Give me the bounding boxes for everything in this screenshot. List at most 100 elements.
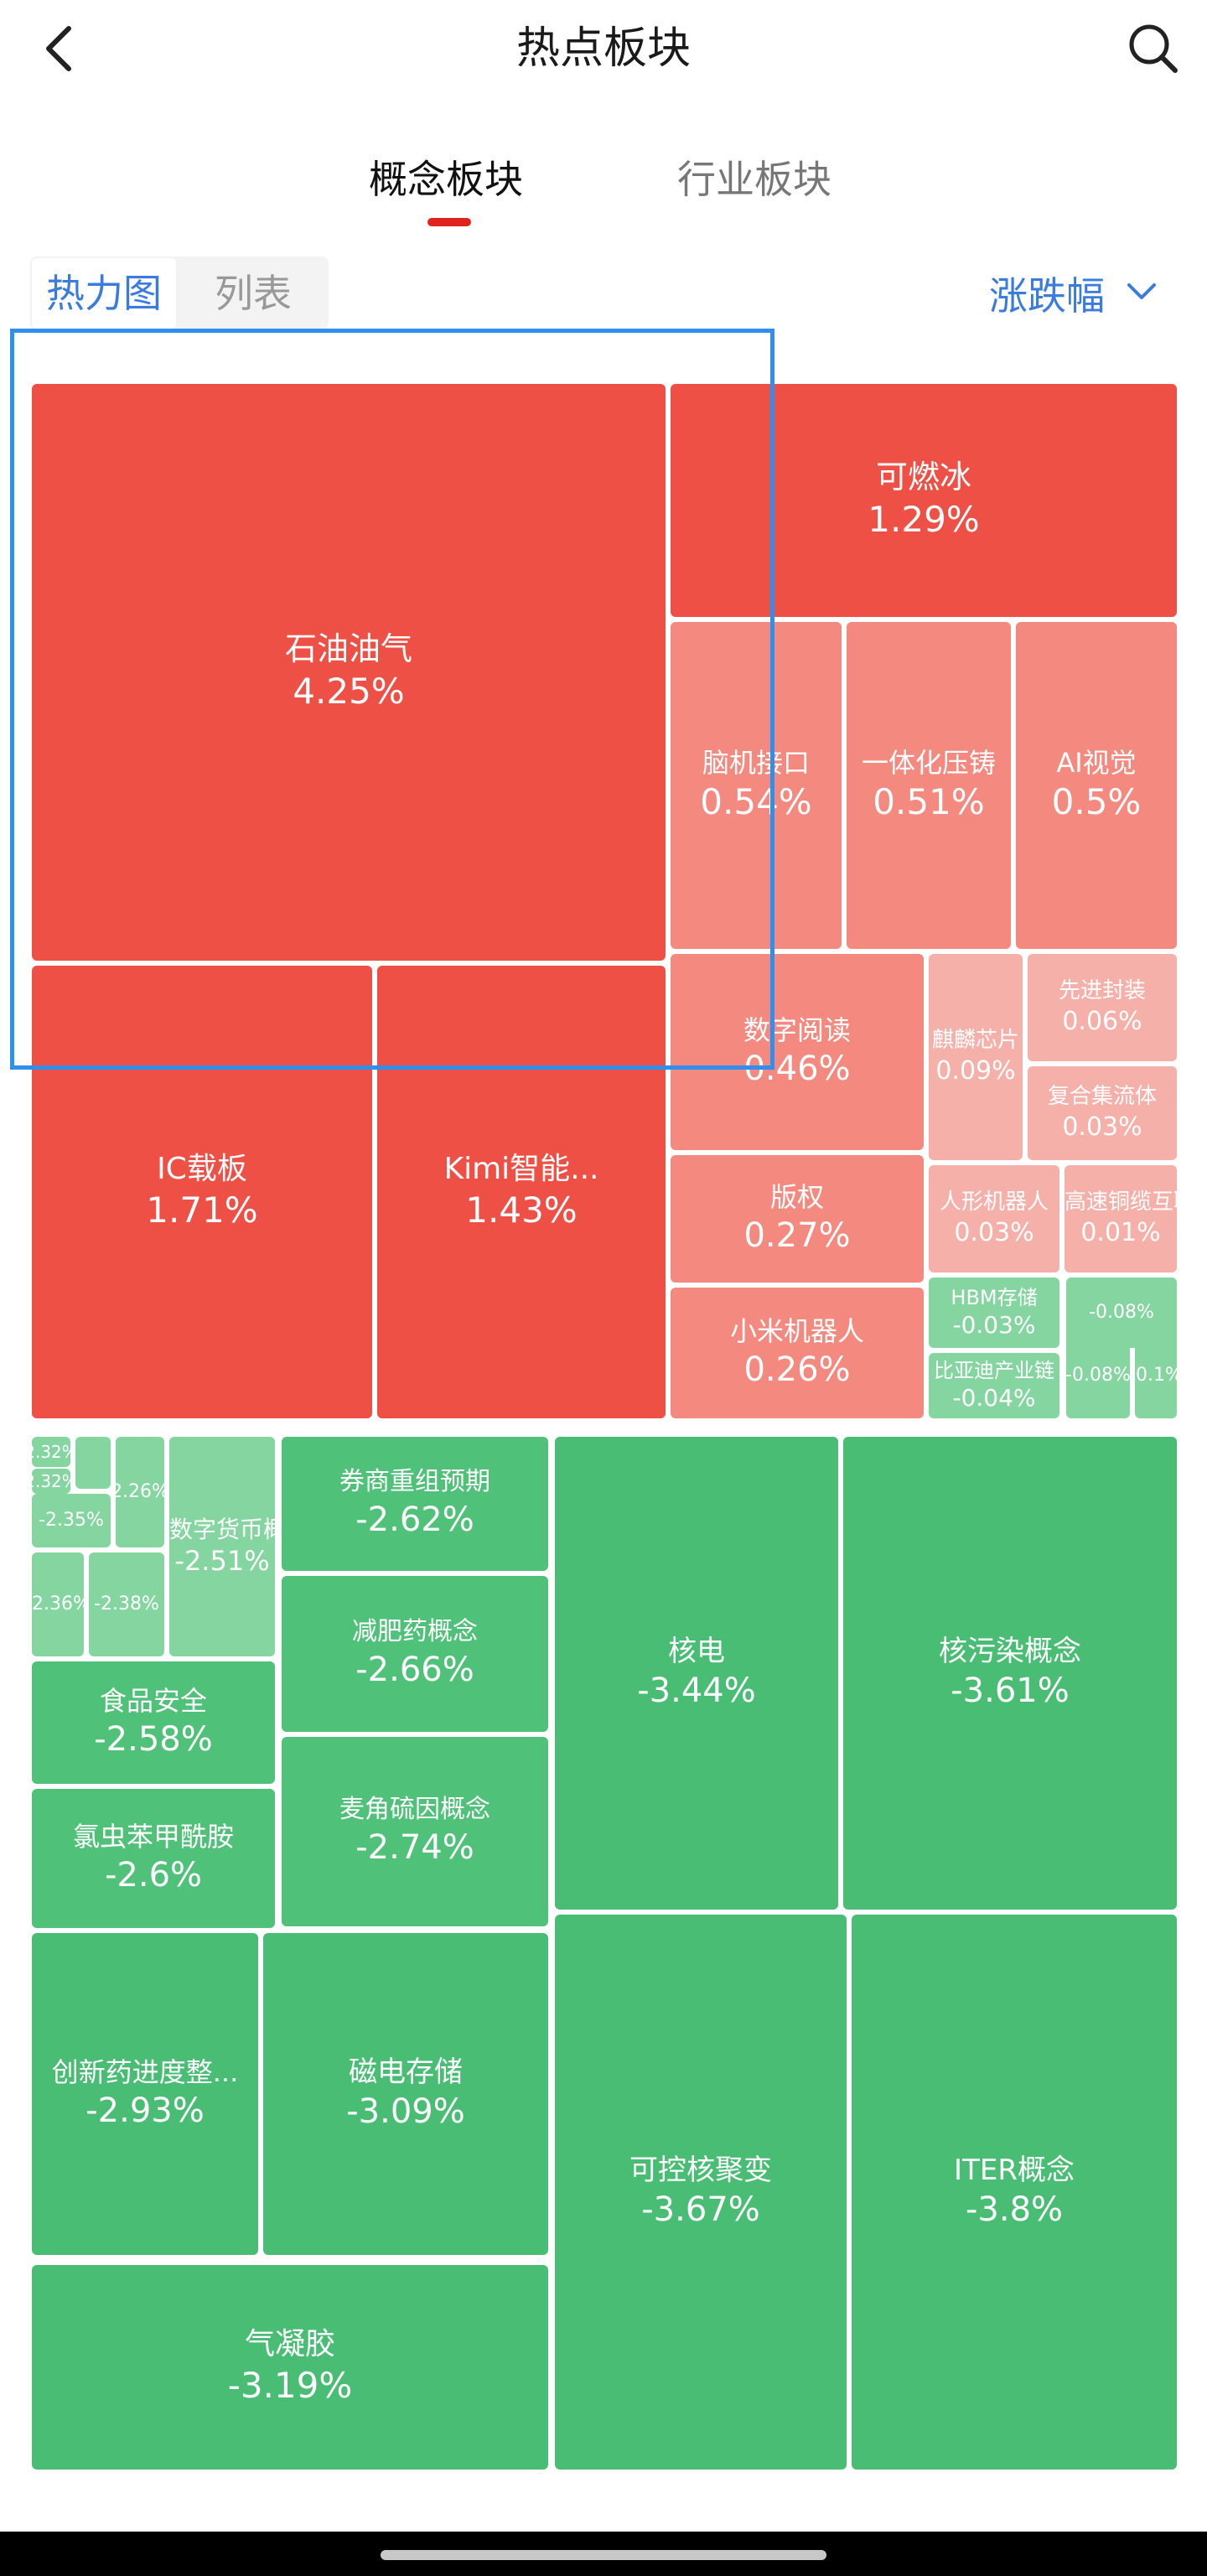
sector-tile[interactable]: -0.08% <box>1066 1333 1130 1418</box>
sector-name: Kimi智能... <box>443 1152 599 1187</box>
sector-tile[interactable]: 减肥药概念 -2.66% <box>282 1576 548 1732</box>
view-list-button[interactable]: 列表 <box>215 271 292 316</box>
sector-name: 复合集流体 <box>1047 1084 1157 1110</box>
sector-tile[interactable]: AI视觉 0.5% <box>1016 622 1177 949</box>
sector-change: -2.36% <box>32 1593 84 1615</box>
sector-tile[interactable]: 麦角硫因概念 -2.74% <box>282 1737 548 1926</box>
sector-name: AI视觉 <box>1056 746 1137 779</box>
sector-change: -2.38% <box>94 1593 159 1615</box>
sector-tile[interactable]: 磁电存储 -3.09% <box>263 1933 548 2255</box>
sector-change: 2.32% <box>32 1442 70 1462</box>
sector-tile[interactable]: 氯虫苯甲酰胺 -2.6% <box>32 1789 275 1928</box>
sector-tile[interactable]: 2.32% <box>32 1469 70 1494</box>
sector-name: 版权 <box>769 1181 824 1213</box>
sector-tile[interactable]: 脑机接口 0.54% <box>671 622 842 949</box>
sector-change: -0.1% <box>1135 1364 1177 1386</box>
sector-name: 氯虫苯甲酰胺 <box>72 1821 234 1853</box>
sector-tile[interactable]: 核电 -3.44% <box>555 1437 838 1910</box>
sector-change: -0.03% <box>952 1310 1036 1339</box>
sector-name: 先进封装 <box>1058 978 1146 1004</box>
sector-change: 0.5% <box>1051 780 1142 822</box>
sector-name: 脑机接口 <box>702 746 810 779</box>
sector-change: 0.46% <box>743 1050 851 1088</box>
sector-tile[interactable]: 可燃冰 1.29% <box>671 384 1177 617</box>
sector-change: -2.66% <box>355 1650 474 1689</box>
sector-tile[interactable]: 麒麟芯片 0.09% <box>929 954 1023 1160</box>
chevron-down-icon <box>1127 282 1157 305</box>
sector-change: 1.43% <box>465 1190 578 1231</box>
sector-change: -3.19% <box>227 2365 353 2407</box>
sector-tile[interactable] <box>75 1437 111 1489</box>
sector-name: 减肥药概念 <box>352 1617 478 1647</box>
sector-name: 核电 <box>668 1634 725 1668</box>
sector-tile[interactable]: ITER概念 -3.8% <box>852 1915 1177 2470</box>
sector-change: -2.35% <box>39 1509 104 1531</box>
back-button[interactable] <box>32 23 85 77</box>
sector-tile[interactable]: IC载板 1.71% <box>32 966 372 1418</box>
tab-industry-sectors[interactable]: 行业板块 <box>677 157 831 202</box>
sector-change: -3.67% <box>641 2190 760 2230</box>
sector-name: 数字阅读 <box>743 1014 851 1046</box>
sector-tile[interactable]: 数字货币概念-2.51% <box>169 1437 275 1656</box>
sector-tile[interactable]: 数字阅读 0.46% <box>671 954 924 1150</box>
tab-concept-sectors[interactable]: 概念板块 <box>369 157 523 202</box>
sector-tile[interactable]: 食品安全 -2.58% <box>32 1661 275 1784</box>
sector-tile[interactable]: 创新药进度整... -2.93% <box>32 1933 258 2255</box>
back-chevron-icon <box>42 23 75 77</box>
search-icon <box>1127 22 1180 79</box>
sort-select[interactable]: 涨跌幅 <box>989 260 1182 327</box>
sector-tile[interactable]: 人形机器人 0.03% <box>929 1165 1059 1272</box>
sector-tile[interactable]: 小米机器人 0.26% <box>671 1288 924 1418</box>
sector-tile[interactable]: 气凝胶 -3.19% <box>32 2265 548 2470</box>
sector-tile[interactable]: HBM存储 -0.03% <box>929 1278 1059 1348</box>
sector-name: 石油油气 <box>284 630 412 667</box>
sector-name: 券商重组预期 <box>339 1467 490 1497</box>
sector-change: -2.62% <box>355 1500 474 1539</box>
sector-tile[interactable]: 券商重组预期 -2.62% <box>282 1437 548 1571</box>
sector-tile[interactable]: Kimi智能... 1.43% <box>377 966 666 1418</box>
sector-change: -3.09% <box>346 2092 465 2132</box>
sector-name: 磁电存储 <box>349 2055 463 2089</box>
sector-change: 0.01% <box>1080 1217 1161 1247</box>
sector-tile[interactable]: -2.36% <box>32 1552 84 1656</box>
sector-change: 0.09% <box>935 1055 1016 1086</box>
sector-name: 一体化压铸 <box>861 746 996 779</box>
sector-change: 1.29% <box>868 499 980 541</box>
home-indicator[interactable] <box>381 2550 826 2560</box>
sector-tile[interactable]: 复合集流体 0.03% <box>1028 1066 1177 1160</box>
sector-change: 0.03% <box>1062 1112 1142 1142</box>
sector-tile[interactable]: 石油油气 4.25% <box>32 384 666 961</box>
sector-tile[interactable]: 核污染概念 -3.61% <box>843 1437 1177 1910</box>
sector-change: 0.03% <box>954 1217 1034 1247</box>
sector-name: 麒麟芯片 <box>931 1028 1019 1054</box>
sector-change: -2.6% <box>104 1856 203 1894</box>
search-button[interactable] <box>1123 23 1184 77</box>
sector-change: 0.27% <box>743 1216 851 1255</box>
active-tab-indicator <box>427 218 471 226</box>
sector-tile[interactable]: 一体化压铸 0.51% <box>847 622 1011 949</box>
sector-tile[interactable]: -2.38% <box>89 1552 164 1656</box>
sector-tile[interactable]: -0.1% <box>1135 1333 1177 1418</box>
sector-name: 数字货币概念 <box>169 1515 275 1543</box>
sector-change: -0.04% <box>952 1383 1036 1412</box>
sector-change: -0.08% <box>1066 1364 1130 1386</box>
sector-tile[interactable]: -2.35% <box>32 1494 111 1547</box>
sector-change: 2.26% <box>116 1480 164 1502</box>
sector-name: 高速铜缆互联 <box>1065 1190 1177 1215</box>
sector-tile[interactable]: 2.26% <box>116 1437 164 1547</box>
sector-change: -2.93% <box>85 2091 205 2130</box>
view-heatmap-button[interactable]: 热力图 <box>30 257 178 330</box>
sector-name: 人形机器人 <box>939 1190 1049 1215</box>
sector-tile[interactable]: 版权 0.27% <box>671 1155 924 1283</box>
sector-tile[interactable]: 先进封装 0.06% <box>1028 954 1177 1061</box>
sector-change: -2.51% <box>174 1544 270 1577</box>
sector-change: 4.25% <box>293 671 405 713</box>
sector-name: 气凝胶 <box>244 2327 335 2362</box>
sector-tile[interactable]: 可控核聚变 -3.67% <box>555 1915 847 2470</box>
sector-change: -3.8% <box>965 2190 1064 2230</box>
sector-name: 可控核聚变 <box>629 2153 772 2187</box>
sector-tile[interactable]: 2.32% <box>32 1437 70 1467</box>
sector-tile[interactable]: 比亚迪产业链 -0.04% <box>929 1353 1059 1418</box>
